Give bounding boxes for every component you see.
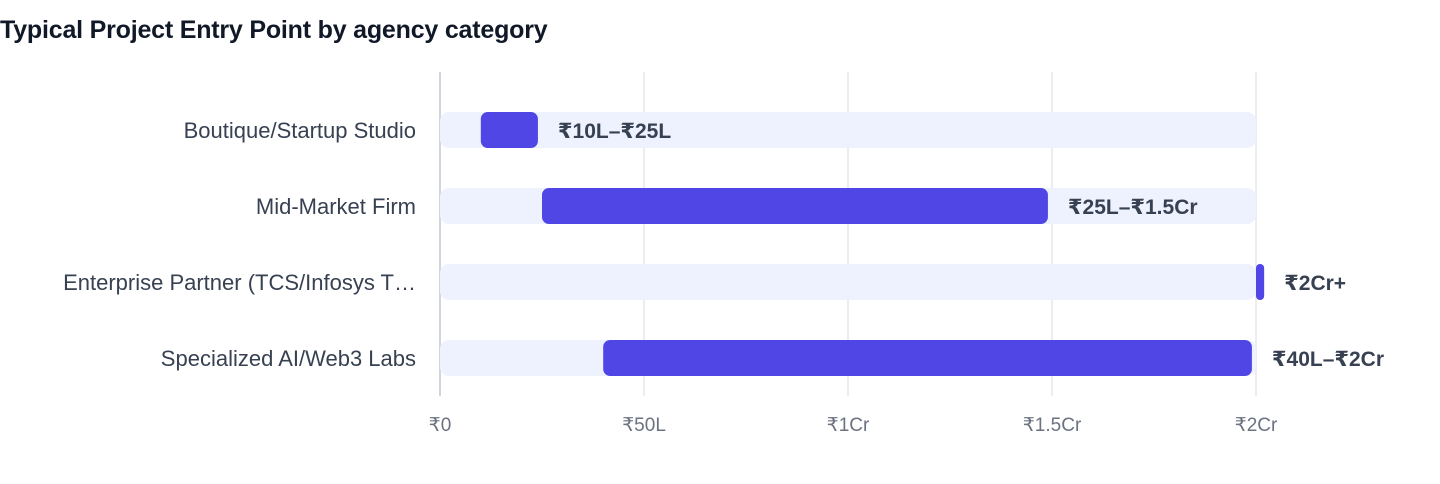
x-tick-label: ₹2Cr	[1235, 415, 1278, 436]
label-layer: ₹0 ₹50L ₹1Cr ₹1.5Cr ₹2Cr Boutique/Startup Stu…	[63, 118, 1384, 436]
category-label: Specialized AI/Web3 Labs	[161, 346, 416, 371]
x-tick-label: ₹1.5Cr	[1023, 415, 1082, 436]
data-label: ₹10L–₹25L	[558, 120, 671, 143]
chart-title: Typical Project Entry Point by agency ca…	[0, 16, 548, 44]
x-tick-label: ₹50L	[622, 415, 666, 436]
range-bar	[542, 188, 1048, 224]
range-bar	[480, 112, 538, 148]
range-track	[440, 264, 1256, 300]
category-label: Mid-Market Firm	[256, 194, 416, 219]
bar-layer	[480, 112, 1265, 376]
category-label: Enterprise Partner (TCS/Infosys T…	[63, 270, 416, 295]
data-label: ₹2Cr+	[1284, 272, 1346, 295]
data-label: ₹40L–₹2Cr	[1272, 348, 1384, 371]
range-bar	[1256, 264, 1265, 300]
category-label: Boutique/Startup Studio	[184, 118, 416, 143]
range-track	[440, 112, 1256, 148]
x-tick-label: ₹0	[429, 415, 452, 436]
range-bar	[603, 340, 1252, 376]
data-label: ₹25L–₹1.5Cr	[1068, 196, 1198, 219]
x-tick-label: ₹1Cr	[827, 415, 870, 436]
